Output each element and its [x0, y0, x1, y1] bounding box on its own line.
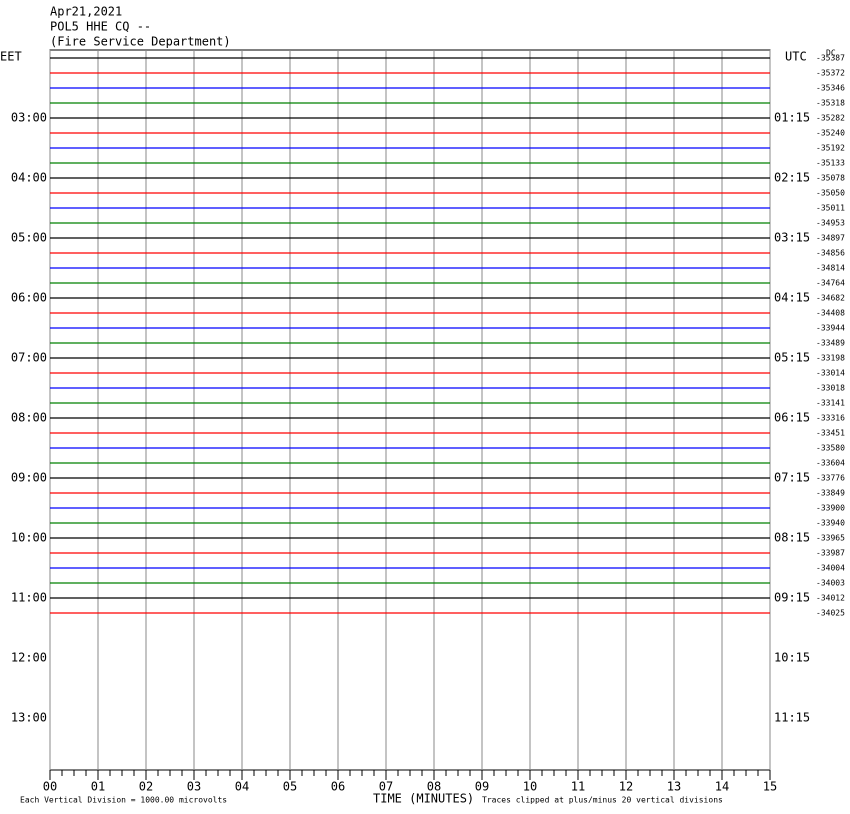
footer-right: Traces clipped at plus/minus 20 vertical… [482, 796, 723, 805]
left-time-label: 09:00 [11, 471, 47, 485]
dc-value: -33014 [816, 369, 845, 378]
x-tick-label: 05 [283, 780, 297, 794]
dc-value: -34025 [816, 609, 845, 618]
dc-value: -33141 [816, 399, 845, 408]
dc-value: -33018 [816, 384, 845, 393]
dc-value: -35050 [816, 189, 845, 198]
right-time-label: 02:15 [774, 171, 810, 185]
dc-value: -33965 [816, 534, 845, 543]
x-tick-label: 11 [571, 780, 585, 794]
left-time-label: 08:00 [11, 411, 47, 425]
dc-value: -33316 [816, 414, 845, 423]
x-tick-label: 01 [91, 780, 105, 794]
dc-value: -33451 [816, 429, 845, 438]
x-tick-label: 00 [43, 780, 57, 794]
dc-value: -34682 [816, 294, 845, 303]
left-axis-label: EET [0, 50, 22, 64]
dc-value: -33604 [816, 459, 845, 468]
dc-value: -33940 [816, 519, 845, 528]
dc-value: -33944 [816, 324, 845, 333]
x-tick-label: 08 [427, 780, 441, 794]
dc-value: -33987 [816, 549, 845, 558]
right-time-label: 08:15 [774, 531, 810, 545]
right-time-label: 01:15 [774, 111, 810, 125]
dc-value: -34764 [816, 279, 845, 288]
dc-value: -35387 [816, 54, 845, 63]
dc-value: -35346 [816, 84, 845, 93]
left-time-label: 12:00 [11, 651, 47, 665]
left-time-label: 03:00 [11, 111, 47, 125]
dc-value: -34012 [816, 594, 845, 603]
dc-value: -33900 [816, 504, 845, 513]
left-time-label: 05:00 [11, 231, 47, 245]
x-tick-label: 03 [187, 780, 201, 794]
dc-value: -35372 [816, 69, 845, 78]
dc-value: -34897 [816, 234, 845, 243]
title-date: Apr21,2021 [50, 5, 122, 19]
left-time-label: 10:00 [11, 531, 47, 545]
dc-value: -35011 [816, 204, 845, 213]
footer-left: Each Vertical Division = 1000.00 microvo… [20, 796, 227, 805]
x-tick-label: 15 [763, 780, 777, 794]
left-time-label: 07:00 [11, 351, 47, 365]
dc-value: -34814 [816, 264, 845, 273]
right-axis-label: UTC [785, 50, 807, 64]
title-agency: (Fire Service Department) [50, 35, 231, 49]
x-tick-label: 09 [475, 780, 489, 794]
dc-value: -33198 [816, 354, 845, 363]
right-time-label: 04:15 [774, 291, 810, 305]
left-time-label: 06:00 [11, 291, 47, 305]
right-time-label: 07:15 [774, 471, 810, 485]
right-time-label: 09:15 [774, 591, 810, 605]
x-tick-label: 04 [235, 780, 249, 794]
dc-value: -35133 [816, 159, 845, 168]
x-tick-label: 10 [523, 780, 537, 794]
left-time-label: 11:00 [11, 591, 47, 605]
dc-label: DC [826, 49, 836, 58]
right-time-label: 03:15 [774, 231, 810, 245]
dc-value: -35240 [816, 129, 845, 138]
left-time-label: 13:00 [11, 711, 47, 725]
dc-value: -33849 [816, 489, 845, 498]
dc-value: -34004 [816, 564, 845, 573]
dc-value: -33489 [816, 339, 845, 348]
dc-value: -34408 [816, 309, 845, 318]
title-station: POL5 HHE CQ -- [50, 20, 151, 34]
right-time-label: 06:15 [774, 411, 810, 425]
plot-frame [49, 49, 771, 771]
x-tick-label: 06 [331, 780, 345, 794]
dc-value: -34953 [816, 219, 845, 228]
x-tick-label: 14 [715, 780, 729, 794]
dc-value: -34856 [816, 249, 845, 258]
x-tick-label: 02 [139, 780, 153, 794]
x-tick-label: 13 [667, 780, 681, 794]
x-axis-label: TIME (MINUTES) [373, 792, 474, 806]
dc-value: -35318 [816, 99, 845, 108]
right-time-label: 10:15 [774, 651, 810, 665]
dc-value: -34003 [816, 579, 845, 588]
x-tick-label: 12 [619, 780, 633, 794]
dc-value: -33776 [816, 474, 845, 483]
dc-value: -33580 [816, 444, 845, 453]
x-tick-label: 07 [379, 780, 393, 794]
dc-value: -35282 [816, 114, 845, 123]
left-time-label: 04:00 [11, 171, 47, 185]
dc-value: -35192 [816, 144, 845, 153]
dc-value: -35078 [816, 174, 845, 183]
right-time-label: 11:15 [774, 711, 810, 725]
right-time-label: 05:15 [774, 351, 810, 365]
